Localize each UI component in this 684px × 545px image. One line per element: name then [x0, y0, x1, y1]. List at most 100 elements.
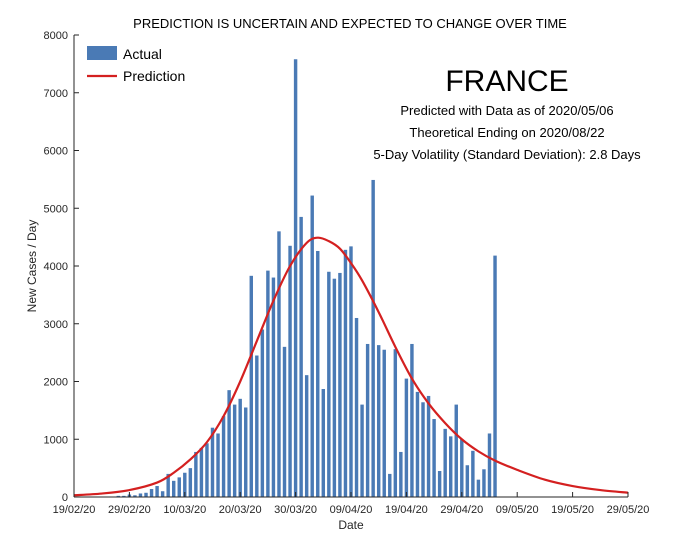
bar-2020-04-12 [365, 343, 370, 497]
y-tick-label-0: 0 [62, 492, 68, 504]
axes: 0 1000 2000 3000 4000 5000 6000 7000 8000 19/02/… [44, 30, 650, 516]
bar-2020-04-09 [349, 246, 353, 497]
bar-2020-04-27 [449, 436, 453, 497]
bar-2020-03-06 [160, 491, 165, 497]
bar-2020-03-28 [282, 346, 287, 497]
bar-2020-05-02 [476, 479, 481, 497]
bar-2020-03-09 [177, 477, 181, 497]
bar-2020-03-19 [232, 404, 237, 497]
x-tick-label-2020-04-19: 19/04/20 [385, 504, 428, 516]
bar-2020-03-20 [238, 398, 242, 497]
volatility-note: 5-Day Volatility (Standard Deviation): 2… [373, 147, 641, 162]
bar-2020-02-27 [116, 495, 121, 497]
bar-2020-04-18 [399, 451, 403, 497]
bar-2020-04-07 [338, 272, 342, 497]
x-tick-label-2020-05-09: 09/05/20 [496, 504, 539, 516]
bars-group [105, 59, 497, 498]
y-tick-label-4000: 4000 [44, 261, 68, 273]
bar-2020-03-18 [227, 390, 231, 497]
bar-2020-05-05 [493, 255, 497, 497]
bar-2020-04-04 [321, 389, 326, 497]
y-tick-label-7000: 7000 [44, 88, 68, 100]
x-axis-title: Date [338, 518, 364, 532]
bar-2020-04-25 [437, 471, 442, 497]
y-tick-label-6000: 6000 [44, 146, 68, 158]
bar-2020-04-23 [426, 395, 431, 497]
bar-2020-04-02 [310, 195, 314, 498]
bar-2020-03-30 [293, 59, 298, 497]
y-tick-label-8000: 8000 [44, 30, 68, 42]
bar-2020-04-05 [327, 271, 331, 497]
bar-2020-04-08 [343, 249, 348, 497]
bar-2020-03-13 [199, 447, 204, 497]
x-tick-label-2020-03-30: 30/03/20 [274, 504, 317, 516]
bar-2020-04-16 [388, 473, 392, 497]
bar-2020-03-25 [266, 270, 270, 497]
x-ticks: 19/02/20 29/02/20 10/03/20 20/03/20 30/03/20… [53, 492, 650, 516]
y-tick-label-5000: 5000 [44, 203, 68, 215]
bar-2020-03-17 [221, 416, 226, 497]
x-tick-label-2020-04-09: 09/04/20 [330, 504, 373, 516]
ending-date-note: Theoretical Ending on 2020/08/22 [409, 125, 604, 140]
bar-2020-03-21 [244, 407, 248, 497]
bar-2020-03-24 [260, 329, 265, 497]
bar-2020-03-16 [216, 433, 220, 497]
bar-2020-03-12 [194, 451, 198, 497]
x-tick-label-2020-05-29: 29/05/20 [607, 504, 650, 516]
bar-2020-04-26 [443, 428, 447, 497]
y-ticks: 0 1000 2000 3000 4000 5000 6000 7000 8000 [44, 30, 79, 504]
y-tick-label-1000: 1000 [44, 434, 68, 446]
bar-2020-04-15 [382, 349, 386, 497]
bar-2020-03-14 [205, 443, 209, 497]
x-tick-label-2020-03-20: 20/03/20 [219, 504, 262, 516]
bar-2020-03-03 [144, 492, 148, 497]
bar-2020-05-04 [487, 433, 492, 497]
x-tick-label-2020-02-19: 19/02/20 [53, 504, 96, 516]
x-tick-label-2020-04-29: 29/04/20 [440, 504, 483, 516]
bar-2020-03-07 [166, 473, 170, 497]
bar-2020-03-08 [172, 480, 176, 497]
x-tick-label-2020-05-19: 19/05/20 [551, 504, 594, 516]
bar-2020-02-28 [122, 495, 126, 497]
bar-2020-03-31 [299, 216, 303, 497]
bar-2020-04-19 [404, 378, 409, 497]
bar-2020-04-03 [316, 250, 320, 497]
legend-swatch-actual [87, 46, 117, 60]
bar-2020-05-01 [471, 450, 475, 497]
bar-2020-04-20 [410, 343, 414, 497]
bar-2020-03-26 [271, 277, 276, 497]
bar-2020-03-11 [188, 468, 193, 498]
bar-2020-04-29 [460, 439, 464, 497]
bar-2020-04-06 [332, 278, 337, 497]
prediction-date-note: Predicted with Data as of 2020/05/06 [400, 103, 613, 118]
y-tick-label-2000: 2000 [44, 377, 68, 389]
bar-2020-04-13 [371, 179, 375, 497]
bar-2020-04-14 [376, 345, 381, 497]
bar-2020-03-02 [138, 493, 143, 497]
prediction-line [73, 236, 629, 497]
bar-2020-03-29 [288, 245, 292, 497]
legend-label-prediction: Prediction [123, 68, 185, 84]
bar-2020-04-17 [393, 349, 398, 497]
bar-2020-05-03 [482, 469, 486, 497]
bar-2020-04-10 [354, 317, 359, 497]
bar-2020-04-30 [465, 465, 470, 497]
bar-2020-03-22 [249, 275, 253, 497]
bar-2020-03-10 [183, 472, 187, 497]
y-tick-label-3000: 3000 [44, 319, 68, 331]
bar-2020-04-22 [421, 402, 425, 497]
chart-title: PREDICTION IS UNCERTAIN AND EXPECTED TO … [133, 16, 567, 31]
bar-2020-03-15 [210, 427, 215, 497]
bar-2020-04-11 [360, 404, 364, 497]
bar-2020-03-04 [149, 489, 154, 497]
x-tick-label-2020-02-29: 29/02/20 [108, 504, 151, 516]
bar-2020-04-21 [415, 391, 420, 497]
x-tick-label-2020-03-10: 10/03/20 [163, 504, 206, 516]
bar-2020-03-23 [255, 355, 259, 497]
bar-2020-04-24 [432, 419, 436, 497]
y-axis-title: New Cases / Day [25, 220, 39, 313]
bar-2020-03-05 [155, 486, 159, 497]
bar-2020-03-27 [277, 231, 281, 497]
legend: Actual Prediction [87, 46, 185, 84]
